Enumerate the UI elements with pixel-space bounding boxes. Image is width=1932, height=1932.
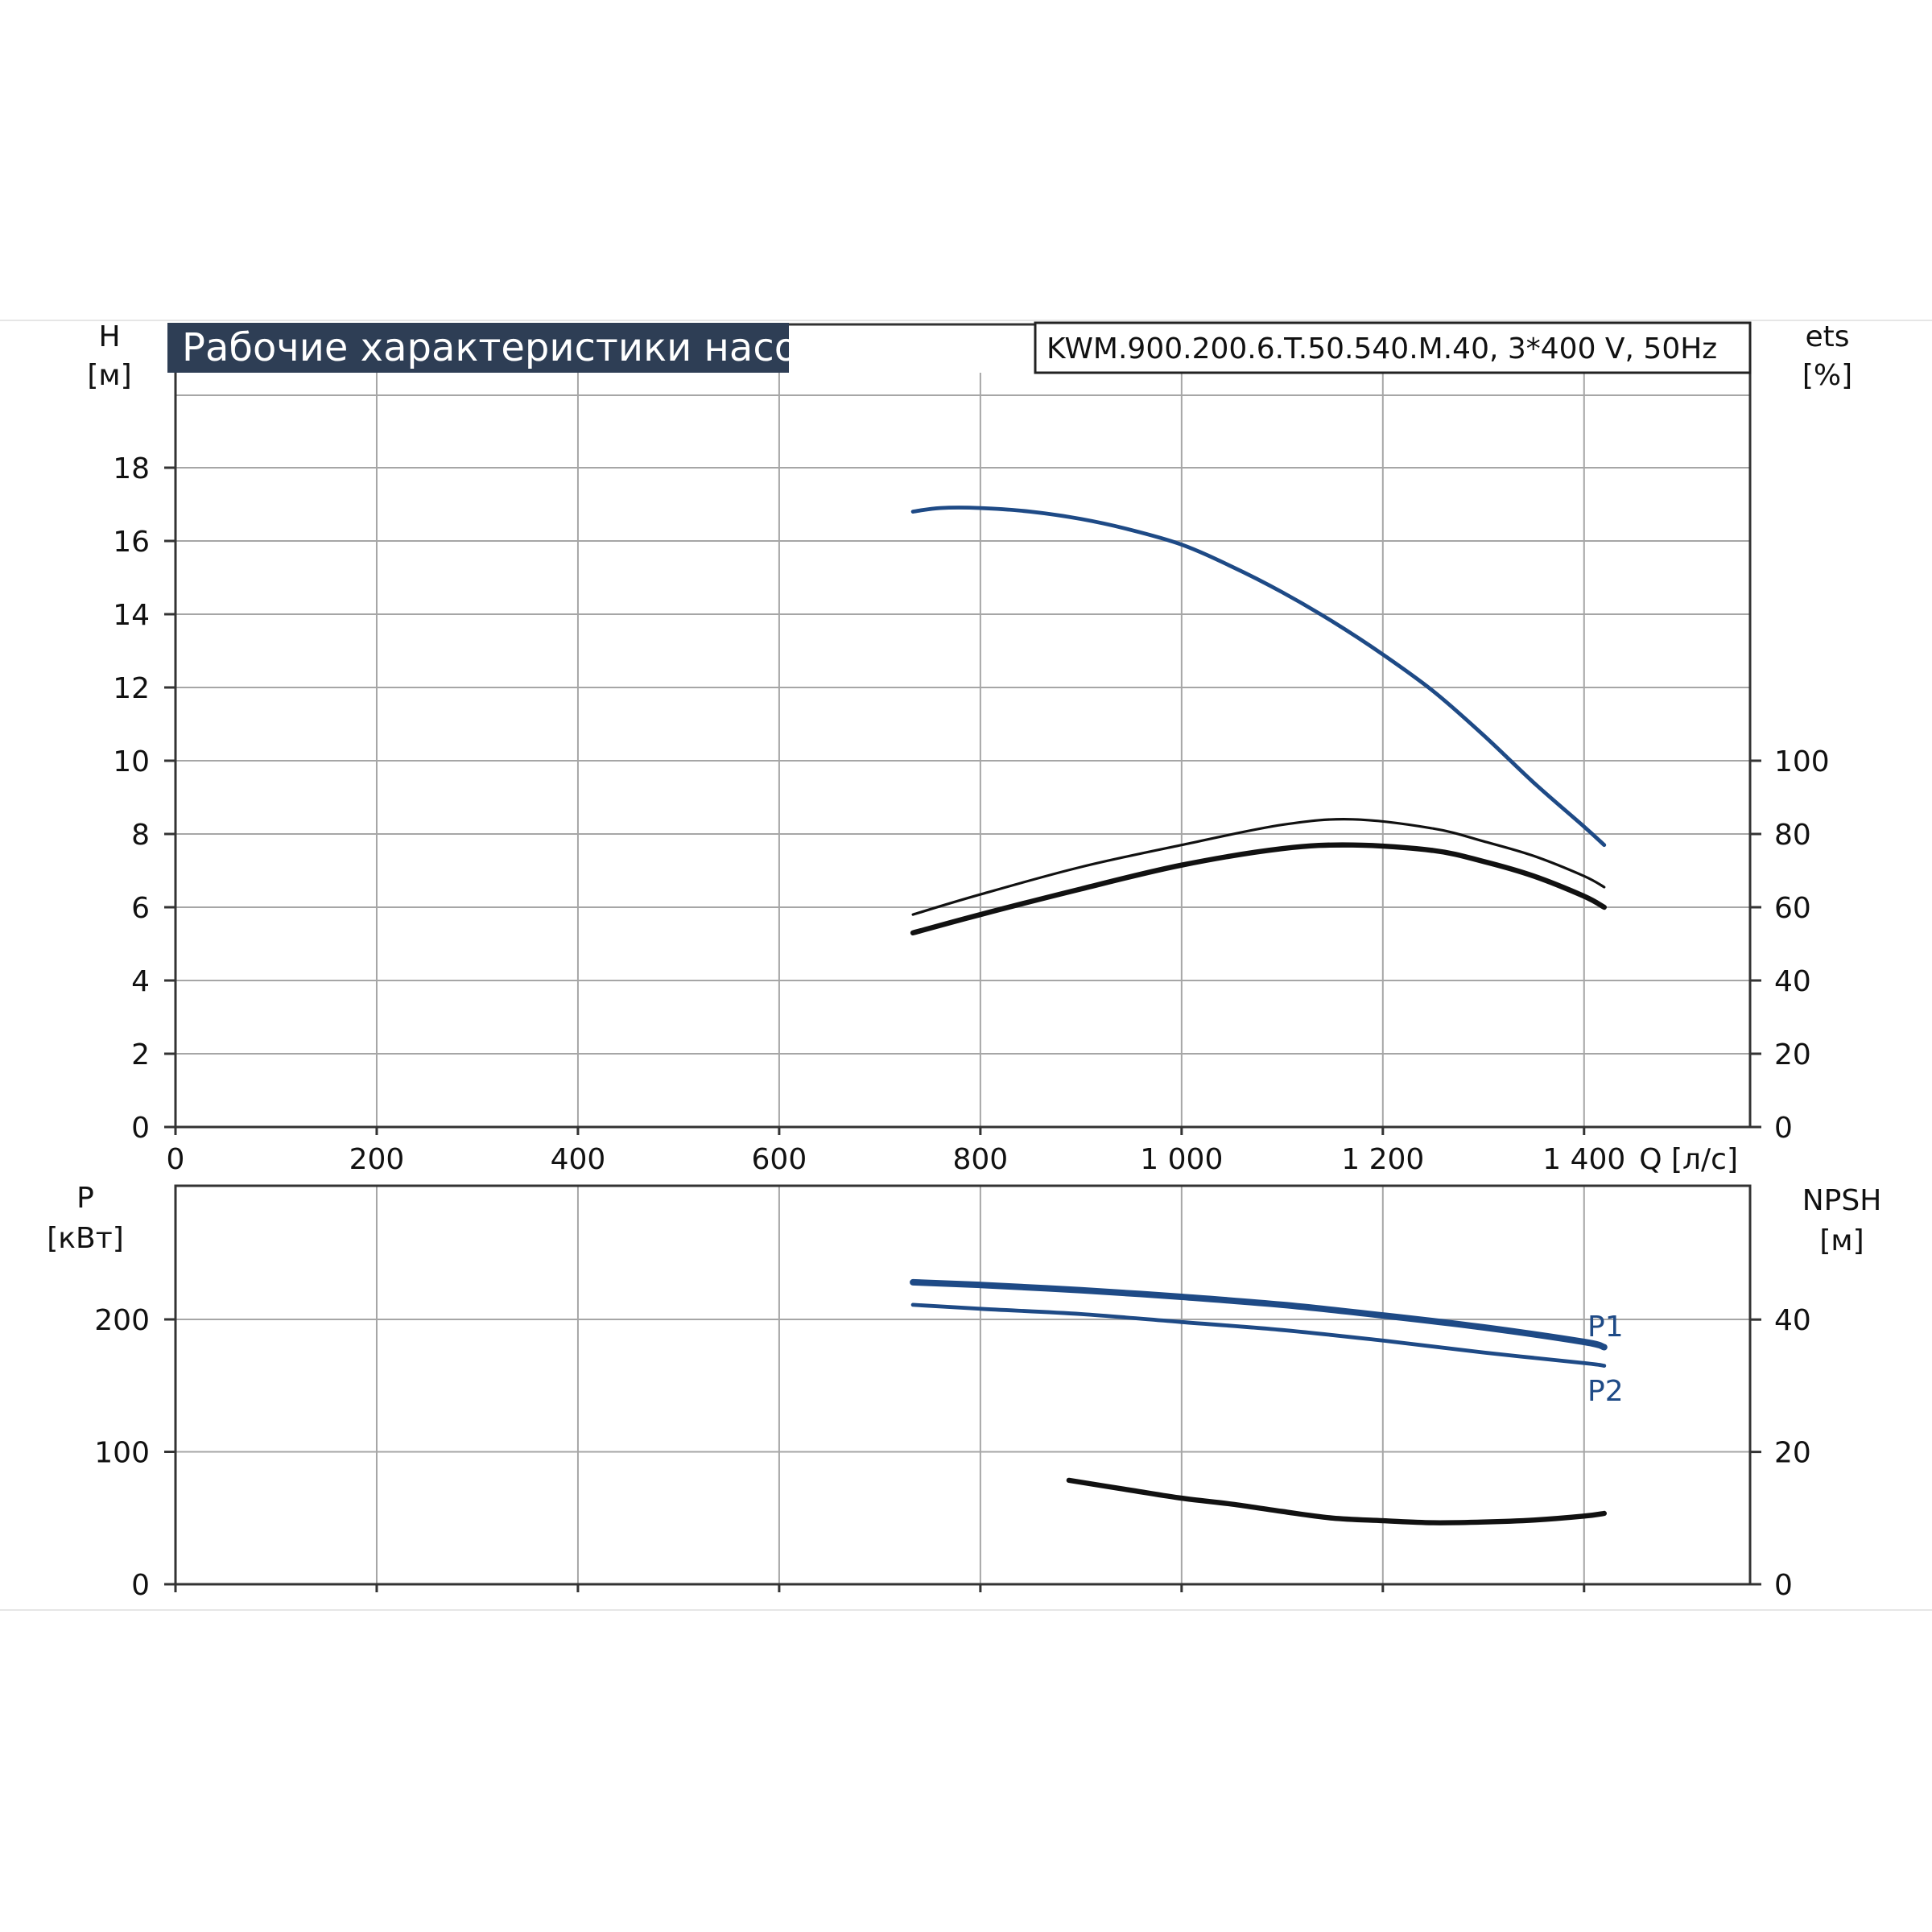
top-panel-frame — [174, 323, 1752, 1129]
ets-tick-label: 80 — [1774, 819, 1811, 852]
title-banner — [167, 323, 789, 373]
p-tick-label: 200 — [94, 1304, 150, 1337]
h-tick-label: 16 — [113, 526, 150, 559]
x-tick-label: 200 — [349, 1143, 405, 1176]
h-tick-label: 18 — [113, 452, 150, 485]
npsh-axis-name: NPSH — [1802, 1184, 1882, 1217]
ets-axis-unit: [%] — [1802, 359, 1852, 392]
x-tick-label: 400 — [551, 1143, 606, 1176]
model-box — [1034, 321, 1752, 374]
x-tick-label: 1 000 — [1140, 1143, 1223, 1176]
p1-curve-label: P1 — [1587, 1311, 1624, 1344]
pump-model: KWM.900.200.6.T.50.540.M.40, 3*400 V, 50… — [1046, 332, 1717, 365]
h-tick-label: 8 — [131, 819, 150, 852]
h-axis-name: H — [98, 320, 120, 353]
h-tick-label: 2 — [131, 1038, 150, 1071]
ets-axis-name: ets — [1805, 320, 1849, 353]
top-panel-grid — [175, 373, 1750, 1127]
npsh-axis-unit: [м] — [1819, 1224, 1864, 1257]
h-tick-label: 10 — [113, 745, 150, 778]
p-tick-label: 0 — [131, 1569, 150, 1602]
p-axis-name: P — [76, 1182, 94, 1215]
h-tick-label: 12 — [113, 672, 150, 705]
p-tick-label: 100 — [94, 1437, 150, 1470]
p-axis-unit: [кВт] — [47, 1222, 124, 1255]
h-axis-unit: [м] — [87, 359, 131, 392]
h-tick-label: 14 — [113, 599, 150, 632]
x-tick-label: 0 — [167, 1143, 185, 1176]
npsh-tick-label: 0 — [1774, 1569, 1793, 1602]
q-axis-label: Q [л/с] — [1639, 1143, 1738, 1176]
x-tick-label: 1 200 — [1341, 1143, 1424, 1176]
x-tick-label: 600 — [752, 1143, 807, 1176]
bottom-panel-grid — [175, 1186, 1750, 1584]
npsh-curve — [1066, 1477, 1607, 1525]
h-curve — [910, 506, 1607, 848]
x-tick-label: 800 — [953, 1143, 1009, 1176]
ets-tick-label: 20 — [1774, 1038, 1811, 1071]
h-tick-label: 4 — [131, 965, 150, 998]
eta-hydraulic-curve — [910, 842, 1607, 935]
npsh-tick-label: 20 — [1774, 1437, 1811, 1470]
bottom-panel-frame — [174, 1184, 1752, 1586]
h-tick-label: 0 — [131, 1112, 150, 1145]
chart-title: Рабочие характеристики насоса — [182, 325, 843, 370]
p2-curve-label: P2 — [1587, 1375, 1624, 1408]
curves — [910, 506, 1608, 1525]
p1-curve — [910, 1278, 1608, 1351]
axis-ticks: 0 200 400 600 800 1 000 1 200 1 400024681012141… — [94, 452, 1829, 1602]
h-tick-label: 6 — [131, 892, 150, 925]
p2-curve — [910, 1302, 1607, 1368]
ets-tick-label: 100 — [1774, 745, 1830, 778]
x-tick-label: 1 400 — [1542, 1143, 1625, 1176]
ets-tick-label: 60 — [1774, 892, 1811, 925]
eta-total-curve — [911, 818, 1606, 916]
npsh-tick-label: 40 — [1774, 1304, 1811, 1337]
ets-tick-label: 40 — [1774, 965, 1811, 998]
ets-tick-label: 0 — [1774, 1112, 1793, 1145]
